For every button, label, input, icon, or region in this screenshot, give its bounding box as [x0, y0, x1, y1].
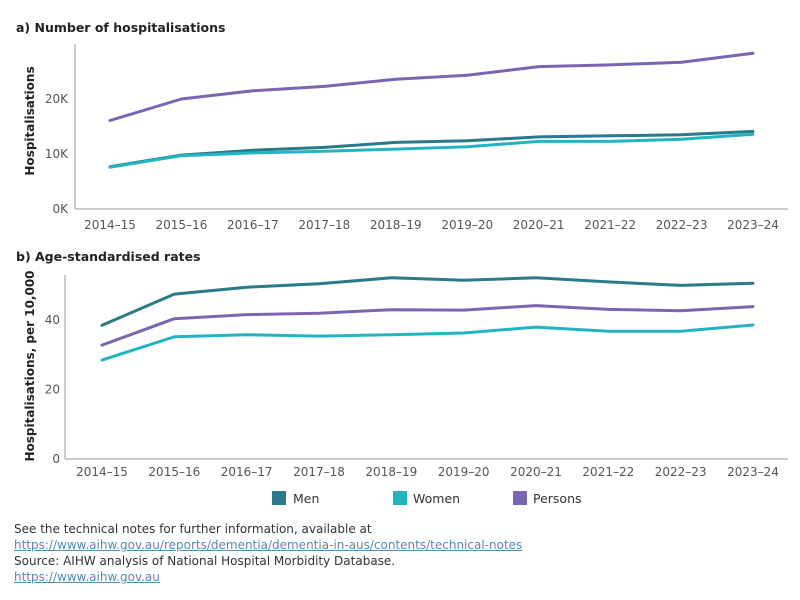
chart-a-title: a) Number of hospitalisations [16, 20, 225, 35]
chart-a-x-tick-label: 2021–22 [584, 218, 636, 232]
chart-a-x-tick-label: 2018–19 [370, 218, 422, 232]
chart-a-y-tick-label: 10K [45, 147, 69, 161]
legend-swatch-men [272, 491, 286, 505]
chart-a-y-tick-label: 20K [45, 92, 69, 106]
chart-a-series-line-persons [108, 51, 755, 122]
legend-label-persons: Persons [533, 491, 582, 506]
chart-b: b) Age-standardised rates Hospitalisatio… [16, 249, 788, 479]
chart-b-y-tick-label: 20 [45, 383, 60, 397]
chart-b-x-tick-label: 2020–21 [510, 465, 562, 479]
charts-canvas: a) Number of hospitalisations Hospitalis… [16, 20, 788, 506]
chart-b-x-tick-label: 2016–17 [221, 465, 273, 479]
aihw-site-link[interactable]: https://www.aihw.gov.au [14, 570, 160, 584]
chart-b-series-line-men [100, 276, 755, 327]
footer-notes: See the technical notes for further info… [14, 521, 522, 585]
chart-b-series-line-women [100, 323, 755, 362]
chart-b-x-tick-label: 2015–16 [148, 465, 200, 479]
chart-a-y-axis-label: Hospitalisations [23, 66, 37, 175]
chart-b-y-axis-label: Hospitalisations, per 10,000 [23, 270, 37, 461]
technical-notes-text: See the technical notes for further info… [14, 522, 372, 536]
chart-a-x-tick-label: 2022–23 [656, 218, 708, 232]
chart-a-x-tick-label: 2015–16 [156, 218, 208, 232]
chart-a-series [108, 51, 755, 169]
chart-b-series-line-persons [100, 304, 755, 347]
chart-b-series [100, 276, 755, 362]
chart-b-x-tick-label: 2021–22 [582, 465, 634, 479]
chart-b-x-tick-label: 2023–24 [727, 465, 779, 479]
chart-b-y-ticks: 0 20 40 [45, 313, 60, 466]
chart-a-x-tick-label: 2014–15 [84, 218, 136, 232]
chart-a-x-tick-label: 2023–24 [727, 218, 779, 232]
chart-b-y-tick-label: 0 [52, 452, 60, 466]
chart-a-y-tick-label: 0K [52, 202, 69, 216]
chart-b-x-tick-label: 2022–23 [655, 465, 707, 479]
chart-a-x-ticks: 2014–15 2015–16 2016–17 2017–18 2018–19 2019–… [84, 218, 779, 232]
legend-label-men: Men [293, 491, 319, 506]
chart-b-title: b) Age-standardised rates [16, 249, 201, 264]
chart-b-x-tick-label: 2018–19 [365, 465, 417, 479]
chart-b-x-tick-label: 2019–20 [438, 465, 490, 479]
chart-a: a) Number of hospitalisations Hospitalis… [16, 20, 788, 232]
chart-a-x-tick-label: 2016–17 [227, 218, 279, 232]
chart-a-series-line-men [108, 129, 755, 169]
chart-a-x-tick-label: 2020–21 [513, 218, 565, 232]
chart-b-x-tick-label: 2017–18 [293, 465, 345, 479]
legend-swatch-persons [513, 491, 527, 505]
chart-a-x-tick-label: 2017–18 [298, 218, 350, 232]
chart-b-y-tick-label: 40 [45, 313, 60, 327]
legend-swatch-women [393, 491, 407, 505]
source-text: Source: AIHW analysis of National Hospit… [14, 554, 396, 568]
chart-b-x-ticks: 2014–15 2015–16 2016–17 2017–18 2018–19 2019–… [76, 465, 779, 479]
technical-notes-link[interactable]: https://www.aihw.gov.au/reports/dementia… [14, 538, 523, 552]
chart-a-series-line-women [108, 132, 755, 169]
chart-a-y-ticks: 0K 10K 20K [45, 92, 69, 216]
legend-label-women: Women [413, 491, 460, 506]
chart-a-x-tick-label: 2019–20 [441, 218, 493, 232]
legend: Men Women Persons [272, 491, 582, 506]
chart-b-x-tick-label: 2014–15 [76, 465, 128, 479]
